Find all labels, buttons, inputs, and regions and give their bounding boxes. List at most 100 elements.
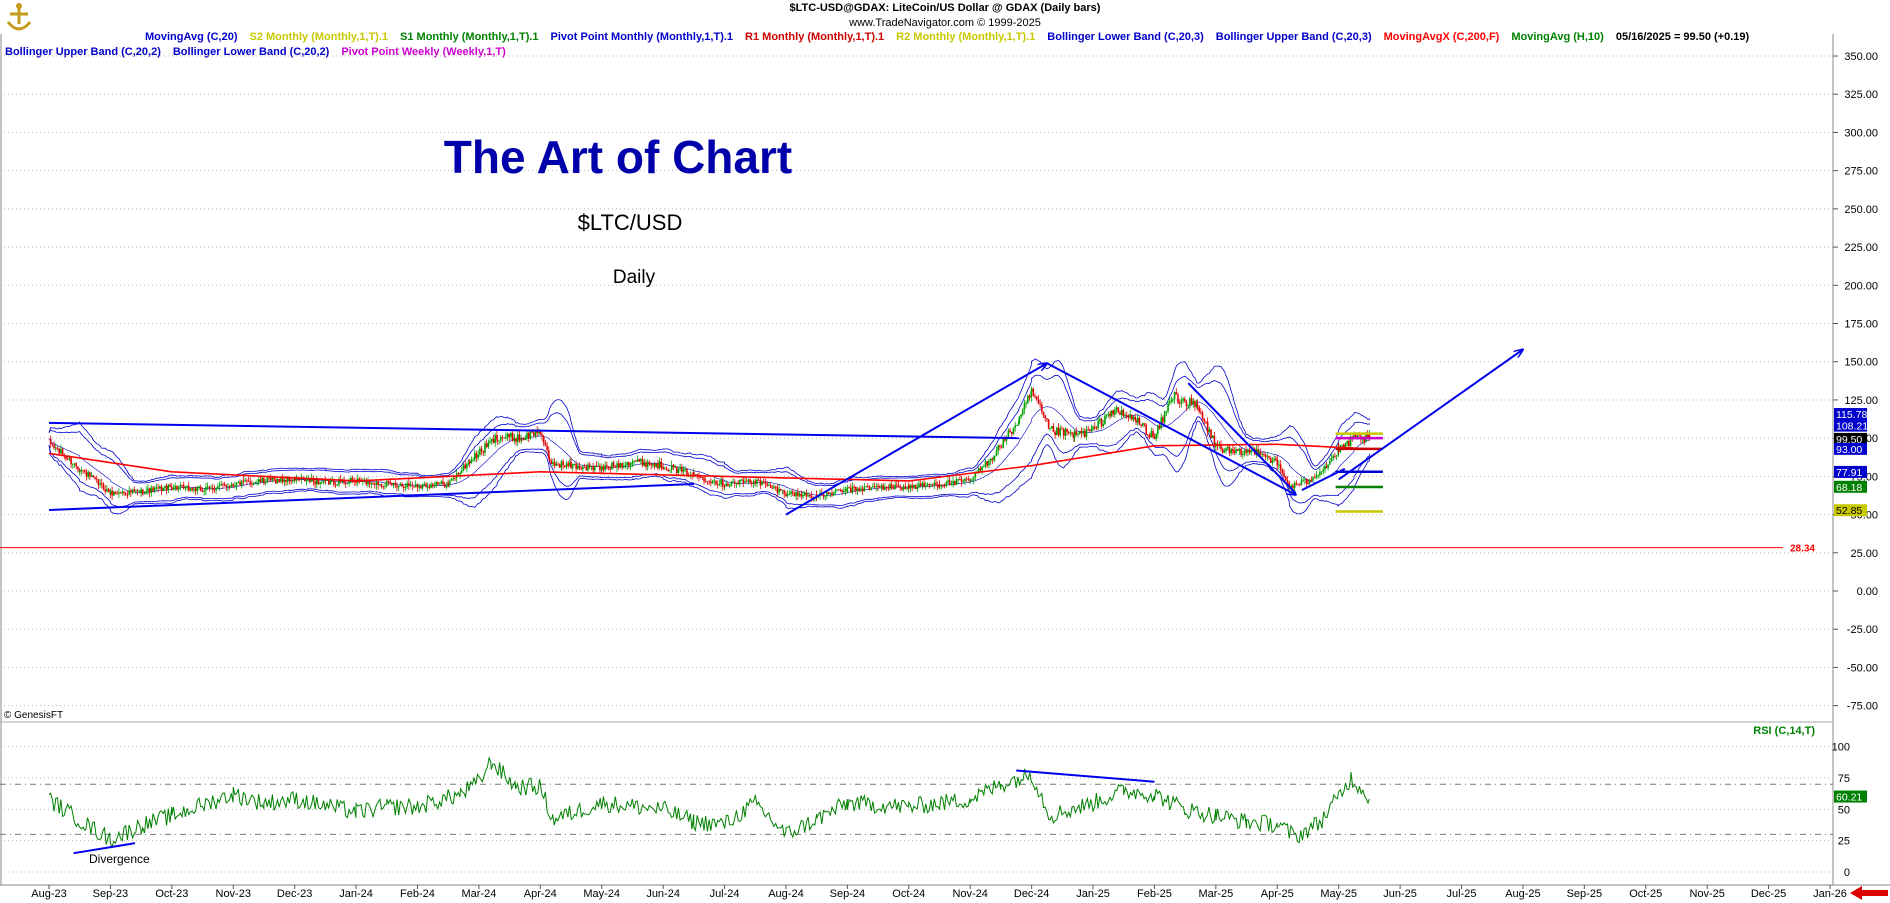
candle-body (650, 464, 652, 466)
price-badge (1834, 419, 1867, 432)
candle-body (365, 479, 368, 485)
candle-body (853, 486, 855, 488)
candle-body (919, 483, 922, 487)
legend-entry: MovingAvgX (C,200,F) (1383, 31, 1500, 43)
candle-body (437, 482, 439, 485)
time-tick-label: Mar-24 (461, 888, 496, 900)
candle-body (206, 486, 209, 488)
candle-body (1112, 410, 1114, 415)
candle-body (391, 483, 393, 485)
candle-body (631, 461, 634, 463)
candle-body (58, 448, 60, 454)
candle-body (710, 481, 712, 484)
candle-body (752, 482, 755, 484)
candle-body (832, 492, 835, 496)
candle-body (1302, 479, 1304, 481)
candle-body (464, 464, 466, 469)
time-tick-label: Mar-25 (1198, 888, 1233, 900)
time-tick-label: Nov-23 (216, 888, 251, 900)
candle-body (304, 478, 306, 482)
candle-body (201, 490, 204, 492)
price-badge (1834, 432, 1867, 445)
candle-body (239, 482, 241, 486)
candle-body (121, 491, 124, 494)
candle-body (548, 458, 551, 461)
candle-body (1211, 435, 1214, 438)
candle-body (532, 432, 535, 436)
candle-body (655, 463, 658, 467)
candle-body (329, 481, 332, 485)
candle-body (954, 480, 956, 485)
candle-body (496, 439, 499, 442)
candle-body (582, 466, 584, 470)
candle-body (1125, 414, 1128, 417)
candle-body (477, 454, 479, 458)
candle-body (623, 465, 625, 468)
candle-body (1266, 456, 1269, 458)
candle-body (285, 480, 287, 482)
candle-body (977, 468, 980, 473)
candle-body (645, 462, 647, 467)
candle-body (492, 438, 495, 443)
candle-body (754, 481, 757, 484)
candle-body (1047, 419, 1050, 429)
candle-body (947, 480, 949, 483)
candle-body (991, 458, 994, 460)
candle-body (1225, 448, 1227, 451)
candle-body (310, 478, 313, 482)
candle-body (592, 466, 594, 471)
candle-body (1335, 455, 1338, 457)
candle-body (1317, 474, 1319, 476)
candle-body (1122, 410, 1125, 417)
candle-body (701, 477, 704, 479)
candle-body (475, 453, 478, 458)
candle-body (628, 461, 630, 466)
candle-body (1250, 450, 1253, 453)
candle-body (524, 437, 527, 440)
price-tick-label: 125.00 (1844, 395, 1878, 407)
candle-body (60, 448, 62, 454)
candle-body (808, 494, 811, 496)
candle-body (810, 495, 813, 498)
candle-body (1189, 398, 1191, 406)
candle-body (95, 478, 98, 480)
candle-body (1027, 395, 1029, 404)
candle-body (938, 483, 941, 487)
candle-body (485, 443, 488, 447)
candle-body (870, 487, 872, 490)
candle-body (433, 485, 436, 487)
candle-body (276, 478, 279, 484)
candle-body (600, 466, 603, 471)
candle-body (769, 484, 772, 488)
candle-body (256, 482, 258, 484)
candle-body (967, 479, 970, 480)
candle-body (416, 484, 419, 487)
candle-body (55, 447, 57, 449)
candle-body (257, 479, 260, 483)
candle-body (467, 461, 470, 464)
candle-body (232, 485, 235, 487)
candle-body (1102, 424, 1105, 427)
candle-body (401, 483, 403, 487)
candle-body (1044, 415, 1047, 419)
candle-body (597, 465, 600, 467)
candle-body (791, 491, 794, 494)
candle-body (343, 479, 345, 484)
candle-body (421, 484, 424, 489)
candle-body (750, 482, 753, 484)
candle-body (1235, 449, 1237, 453)
candle-body (251, 483, 253, 485)
candle-body (466, 463, 468, 469)
candle-body (636, 459, 639, 462)
candle-body (1293, 483, 1296, 488)
price-tick-label: 175.00 (1844, 319, 1878, 331)
candle-body (1330, 458, 1333, 462)
candle-body (997, 445, 999, 451)
candle-body (1290, 485, 1293, 488)
candle-body (237, 482, 240, 483)
candle-body (948, 480, 951, 486)
candle-body (344, 483, 347, 484)
candle-body (1304, 479, 1306, 481)
candle-body (1143, 423, 1146, 425)
